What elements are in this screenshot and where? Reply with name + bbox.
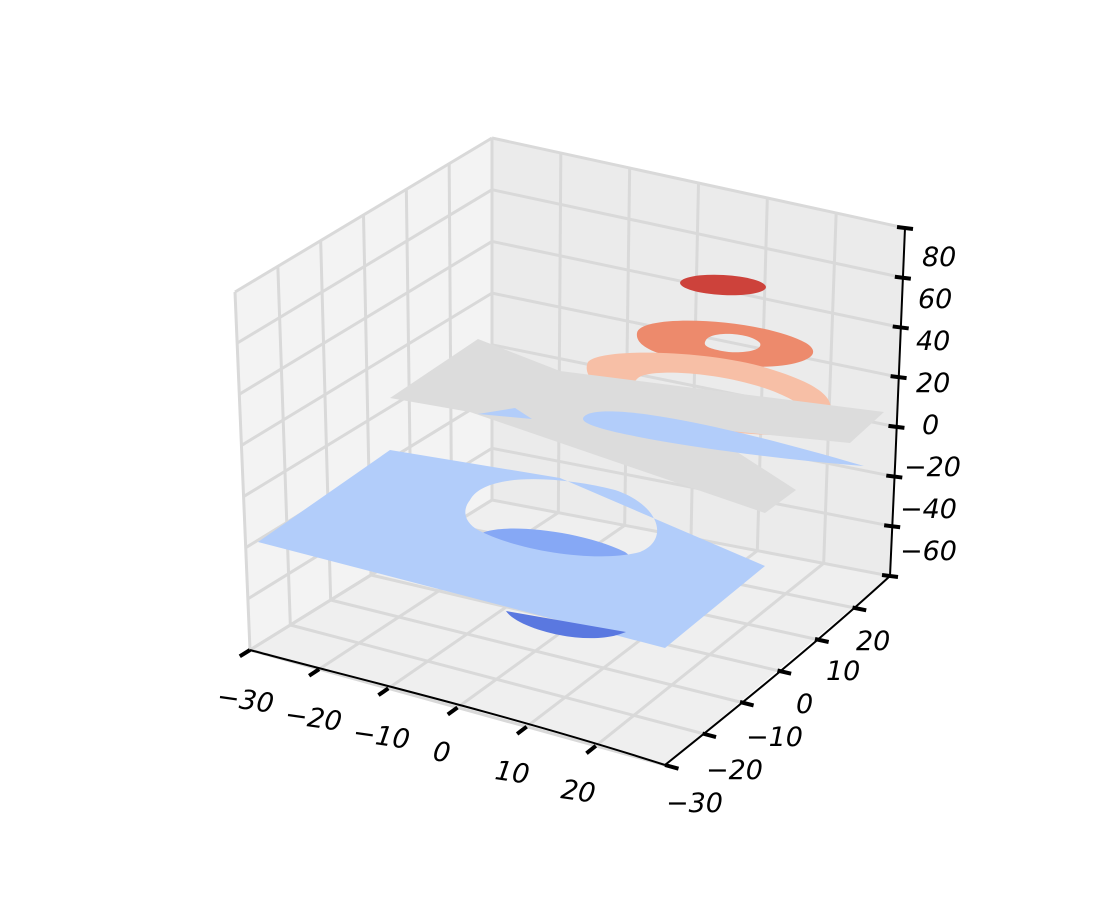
- x-grid-line: [623, 167, 632, 526]
- contour-level-z60: [680, 274, 766, 296]
- axis-ticks: [238, 225, 914, 771]
- z-tick-label: −20: [904, 452, 961, 483]
- x-tick: [377, 686, 390, 697]
- z-tick-label: 80: [922, 242, 956, 273]
- z-tick: [888, 423, 905, 430]
- x-grid-line: [556, 152, 563, 513]
- x-tick-label: 20: [559, 774, 597, 809]
- z-axis-line: [889, 227, 906, 577]
- z-tick-labels: −60 −40 −20 0 20 40 60 80: [900, 242, 961, 567]
- z-tick: [892, 324, 909, 331]
- y-tick: [664, 763, 680, 771]
- x-tick-label: 0: [431, 736, 452, 769]
- contour-level-z0-lens: [583, 411, 864, 466]
- y-tick: [814, 637, 830, 644]
- z-tick: [886, 473, 903, 480]
- y-grid-line: [276, 266, 292, 626]
- contour-level-z0-lens-left: [478, 408, 532, 419]
- y-tick: [739, 700, 755, 708]
- y-tick-label: −10: [746, 722, 803, 753]
- y-tick: [777, 668, 792, 676]
- contour-level-z-20-plane: [258, 450, 765, 648]
- z-tick-label: 40: [916, 326, 950, 357]
- z-tick: [890, 374, 907, 381]
- z-tick-label: −60: [900, 536, 957, 567]
- contour-level-z-60: [506, 611, 626, 639]
- y-tick-label: −20: [706, 755, 763, 786]
- z-grid-line: [238, 240, 493, 396]
- y-tick: [701, 731, 717, 739]
- y-tick-labels: −30 −20 −10 0 10 20: [666, 626, 890, 819]
- y-grid-line: [330, 598, 741, 704]
- z-tick: [883, 523, 901, 530]
- z-tick-label: 0: [922, 410, 939, 441]
- contour-surfaces: [258, 274, 884, 648]
- contour-level-z20-ring: [586, 352, 831, 435]
- y-grid-line: [289, 623, 703, 735]
- y-tick: [852, 605, 867, 613]
- z-grid-line: [236, 188, 493, 345]
- z-tick: [894, 274, 912, 281]
- x-grid-line: [822, 212, 838, 564]
- x-tick-label: 10: [493, 755, 531, 790]
- y-tick-label: 0: [796, 689, 813, 720]
- z-grid-line: [491, 188, 904, 280]
- z-tick-label: −40: [900, 494, 957, 525]
- x-tick: [446, 705, 459, 717]
- y-tick-label: −30: [666, 788, 723, 819]
- z-grid-line: [240, 291, 493, 447]
- z-tick-label: 20: [916, 368, 950, 399]
- x-tick: [515, 725, 528, 736]
- x-tick: [585, 744, 598, 755]
- x-axis-line: [249, 649, 666, 766]
- z-tick-label: 60: [918, 284, 952, 315]
- x-tick: [238, 648, 252, 659]
- x-tick: [308, 667, 321, 678]
- z-grid-line: [491, 136, 906, 230]
- z-tick: [896, 225, 914, 231]
- z-grid-line: [234, 136, 493, 294]
- y-grid-line: [233, 291, 252, 651]
- y-tick-label: 10: [826, 656, 860, 687]
- y-tick-label: 20: [856, 626, 890, 657]
- z-tick: [881, 573, 899, 579]
